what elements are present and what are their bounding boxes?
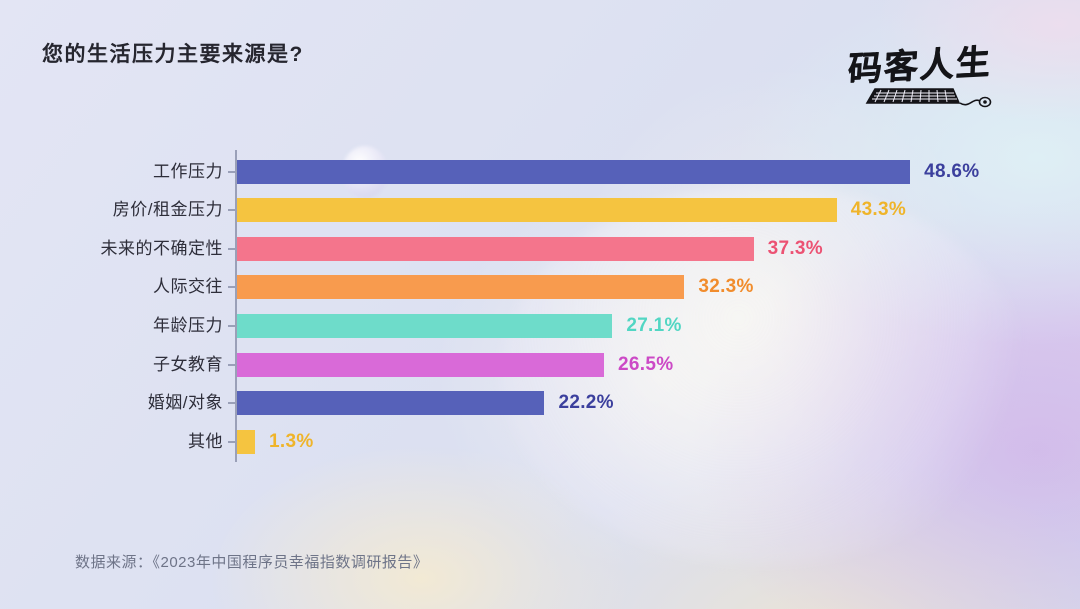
axis-tick — [228, 363, 235, 366]
bar-row: 其他 1.3% — [188, 429, 1057, 454]
bar — [237, 236, 754, 261]
keyboard-mouse-icon — [830, 85, 1010, 116]
bar-row: 人际交往 32.3% — [153, 275, 1057, 300]
bar — [237, 352, 605, 377]
bar-value-label: 43.3% — [850, 199, 907, 221]
axis-tick — [228, 324, 235, 327]
axis-tick — [228, 247, 235, 250]
bar-value-label: 26.5% — [618, 353, 674, 375]
axis-tick — [228, 402, 235, 405]
bar — [237, 429, 255, 454]
bar-row: 房价/租金压力 43.3% — [113, 198, 1057, 223]
axis-tick — [228, 170, 235, 173]
category-label: 工作压力 — [153, 161, 223, 181]
bar-value-label: 48.6% — [924, 160, 980, 182]
bar-row: 未来的不确定性 37.3% — [101, 236, 1057, 261]
category-label: 子女教育 — [153, 354, 223, 374]
bar-value-label: 27.1% — [626, 314, 682, 336]
category-label: 未来的不确定性 — [100, 238, 223, 258]
y-axis-line — [235, 150, 237, 462]
bar — [237, 391, 545, 416]
axis-tick — [228, 209, 235, 212]
bar-value-label: 1.3% — [269, 430, 314, 452]
axis-tick — [228, 440, 235, 443]
bar-value-label: 32.3% — [698, 276, 754, 298]
bar-row: 子女教育 26.5% — [153, 352, 1057, 377]
bar-row: 婚姻/对象 22.2% — [148, 391, 1057, 416]
bar — [237, 198, 837, 223]
category-label: 年龄压力 — [153, 315, 223, 335]
bar — [237, 275, 685, 300]
data-source-note: 数据来源：《2023年中国程序员幸福指数调研报告》 — [75, 554, 429, 571]
bar — [237, 313, 613, 338]
bar-value-label: 22.2% — [558, 392, 614, 414]
page-title: 您的生活压力主要来源是? — [42, 43, 304, 66]
category-label: 婚姻/对象 — [147, 393, 223, 413]
brand-logo-text: 码客人生 — [846, 43, 993, 89]
bar-row: 工作压力 48.6% — [153, 159, 1057, 184]
axis-tick — [228, 286, 235, 289]
category-label: 其他 — [188, 431, 223, 451]
bar — [237, 159, 911, 184]
bar-value-label: 37.3% — [767, 237, 823, 259]
bar-row: 年龄压力 27.1% — [153, 313, 1057, 338]
brand-logo: 码客人生 — [830, 38, 1010, 116]
category-label: 房价/租金压力 — [112, 200, 223, 220]
category-label: 人际交往 — [153, 277, 223, 297]
bar-chart: 工作压力 48.6% 房价/租金压力 43.3% 未来的不确定性 37.3% 人际交往 32.… — [101, 150, 1057, 463]
